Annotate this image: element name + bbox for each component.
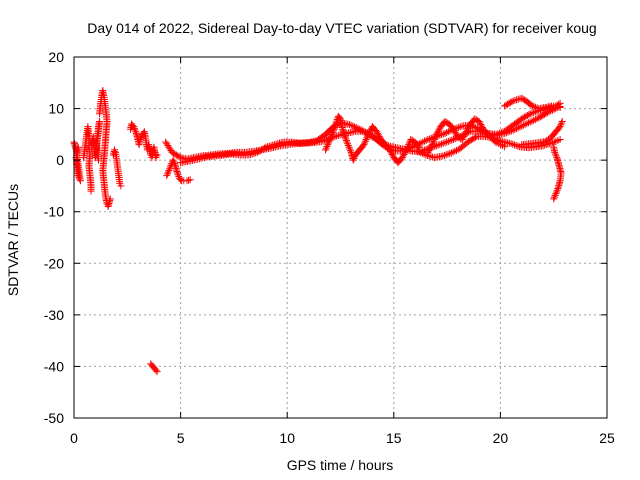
y-tick-label: -30 (44, 307, 64, 323)
data-point-marker (438, 140, 445, 147)
data-point-marker (513, 96, 520, 103)
data-series (71, 87, 566, 375)
data-point-marker (88, 188, 95, 195)
x-tick-label: 5 (177, 430, 185, 446)
y-tick-label: -40 (44, 358, 64, 374)
data-point-marker (183, 177, 190, 184)
data-point-marker (455, 124, 462, 131)
data-point-marker (514, 143, 521, 150)
y-tick-label: 10 (48, 101, 64, 117)
y-axis-label: SDTVAR / TECUs (5, 184, 21, 296)
y-tick-label: -50 (44, 410, 64, 426)
data-point-marker (513, 142, 520, 149)
data-point-marker (445, 138, 452, 145)
data-point-marker (457, 123, 464, 130)
chart-title: Day 014 of 2022, Sidereal Day-to-day VTE… (87, 20, 596, 36)
data-point-marker (443, 151, 450, 158)
data-point-marker (441, 139, 448, 146)
x-axis-label: GPS time / hours (287, 457, 394, 473)
series-segment (147, 360, 160, 375)
data-point-marker (440, 140, 447, 147)
y-tick-label: -10 (44, 204, 64, 220)
x-tick-label: 10 (279, 430, 295, 446)
y-tick-label: 0 (56, 152, 64, 168)
data-point-marker (185, 177, 192, 184)
data-point-marker (436, 141, 443, 148)
sdtvar-chart: 0 5 10 15 20 25 -50 -40 -30 -20 -10 0 10 20 Day 014 o… (0, 0, 640, 480)
data-point-marker (426, 153, 433, 160)
series-segment (127, 121, 161, 162)
series-segment (80, 123, 94, 194)
x-tick-label: 15 (386, 430, 402, 446)
data-point-marker (187, 176, 194, 183)
series-segment (71, 139, 84, 185)
data-point-marker (441, 152, 448, 159)
data-point-marker (511, 141, 518, 148)
series-segment (550, 144, 564, 203)
data-point-marker (553, 152, 560, 159)
x-tick-label: 25 (599, 430, 615, 446)
y-tick-label: -20 (44, 255, 64, 271)
data-point-marker (508, 140, 515, 147)
y-tick-label: 20 (48, 49, 64, 65)
data-point-marker (509, 141, 516, 148)
data-point-marker (552, 151, 559, 158)
x-tick-label: 20 (493, 430, 509, 446)
data-point-marker (107, 195, 114, 202)
series-segment (110, 146, 124, 189)
x-tick-label: 0 (70, 430, 78, 446)
data-point-marker (439, 153, 446, 160)
data-point-marker (443, 138, 450, 145)
